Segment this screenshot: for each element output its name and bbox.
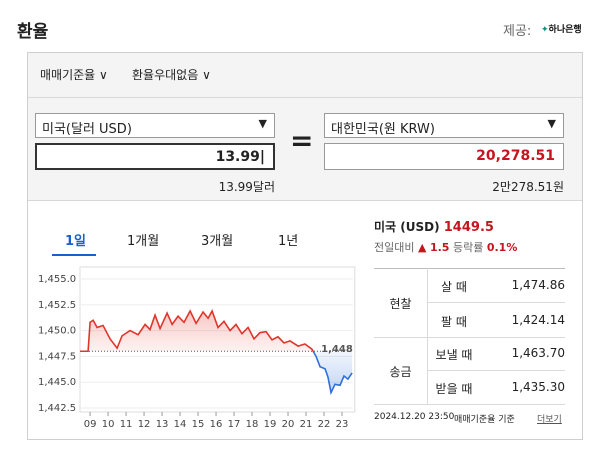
tab[interactable]: 1일 [65,234,87,249]
provider-label: 제공: [503,24,532,39]
tab[interactable]: 1년 [278,234,299,249]
equals-sign: = [290,124,314,157]
basis: 매매기준율 기준 [454,415,515,425]
row-line [428,302,565,303]
from-amount: 13.99 [215,149,260,165]
change-rate-label: 등락률 [452,241,484,254]
tab-underline [52,254,96,256]
row-label: 살 때 [441,280,467,294]
from-currency: 미국(달러 USD) [42,122,132,137]
tab[interactable]: 1개월 [127,234,160,249]
change-rate: 0.1% [486,241,518,254]
panel [27,52,583,440]
row-value: 1,424.14 [511,313,565,327]
group-line [374,337,565,338]
row-value: 1,474.86 [511,278,565,292]
to-text: 2만278.51원 [492,180,564,194]
summary-rate: 1449.5 [443,220,494,235]
row-label: 팔 때 [441,315,467,329]
change: 1.5 [429,241,450,254]
summary-currency: 미국 (USD) [374,220,440,234]
row-label: 받을 때 [435,382,473,396]
caret: ▼ [547,117,556,130]
table-top [374,268,565,269]
from-text: 13.99달러 [218,180,275,194]
group-name: 현찰 [389,297,412,311]
more-link[interactable]: 더보기 [537,415,562,425]
rate-type: 매매기준율 [40,68,96,82]
provider-logo: ✦하나은행 [541,22,582,35]
from-select[interactable]: 미국(달러 USD) ▼ [35,113,275,138]
discount-dropdown[interactable]: 환율우대없음 ∨ [132,68,211,82]
row-line [428,370,565,371]
group-name: 송금 [389,365,412,379]
summary-title: 미국 (USD) 1449.5 [374,218,494,235]
rate-type-dropdown[interactable]: 매매기준율 ∨ [40,68,108,82]
row-value: 1,435.30 [511,380,565,394]
row-value: 1,463.70 [511,346,565,360]
to-input[interactable]: 20,278.51 [324,143,564,170]
to-currency: 대한민국(원 KRW) [331,122,435,137]
widget-title: 환율 [17,22,49,42]
up-icon: ▲ [417,241,427,254]
provider-name: 하나은행 [548,25,582,35]
change-label: 전일대비 [374,241,415,254]
table-bottom [374,404,565,405]
divider [28,97,582,98]
to-amount: 20,278.51 [476,148,555,164]
to-select[interactable]: 대한민국(원 KRW) ▼ [324,113,564,138]
tab[interactable]: 3개월 [201,234,234,249]
caret: ▼ [258,117,267,130]
summary-change: 전일대비 ▲ 1.5 등락률 0.1% [374,239,517,255]
logo-icon: ✦ [541,25,549,35]
discount: 환율우대없음 [132,68,199,82]
column-line [427,268,428,404]
from-input[interactable]: 13.99| [35,143,275,170]
timestamp: 2024.12.20 23:50 [374,412,455,422]
row-label: 보낼 때 [435,348,473,362]
